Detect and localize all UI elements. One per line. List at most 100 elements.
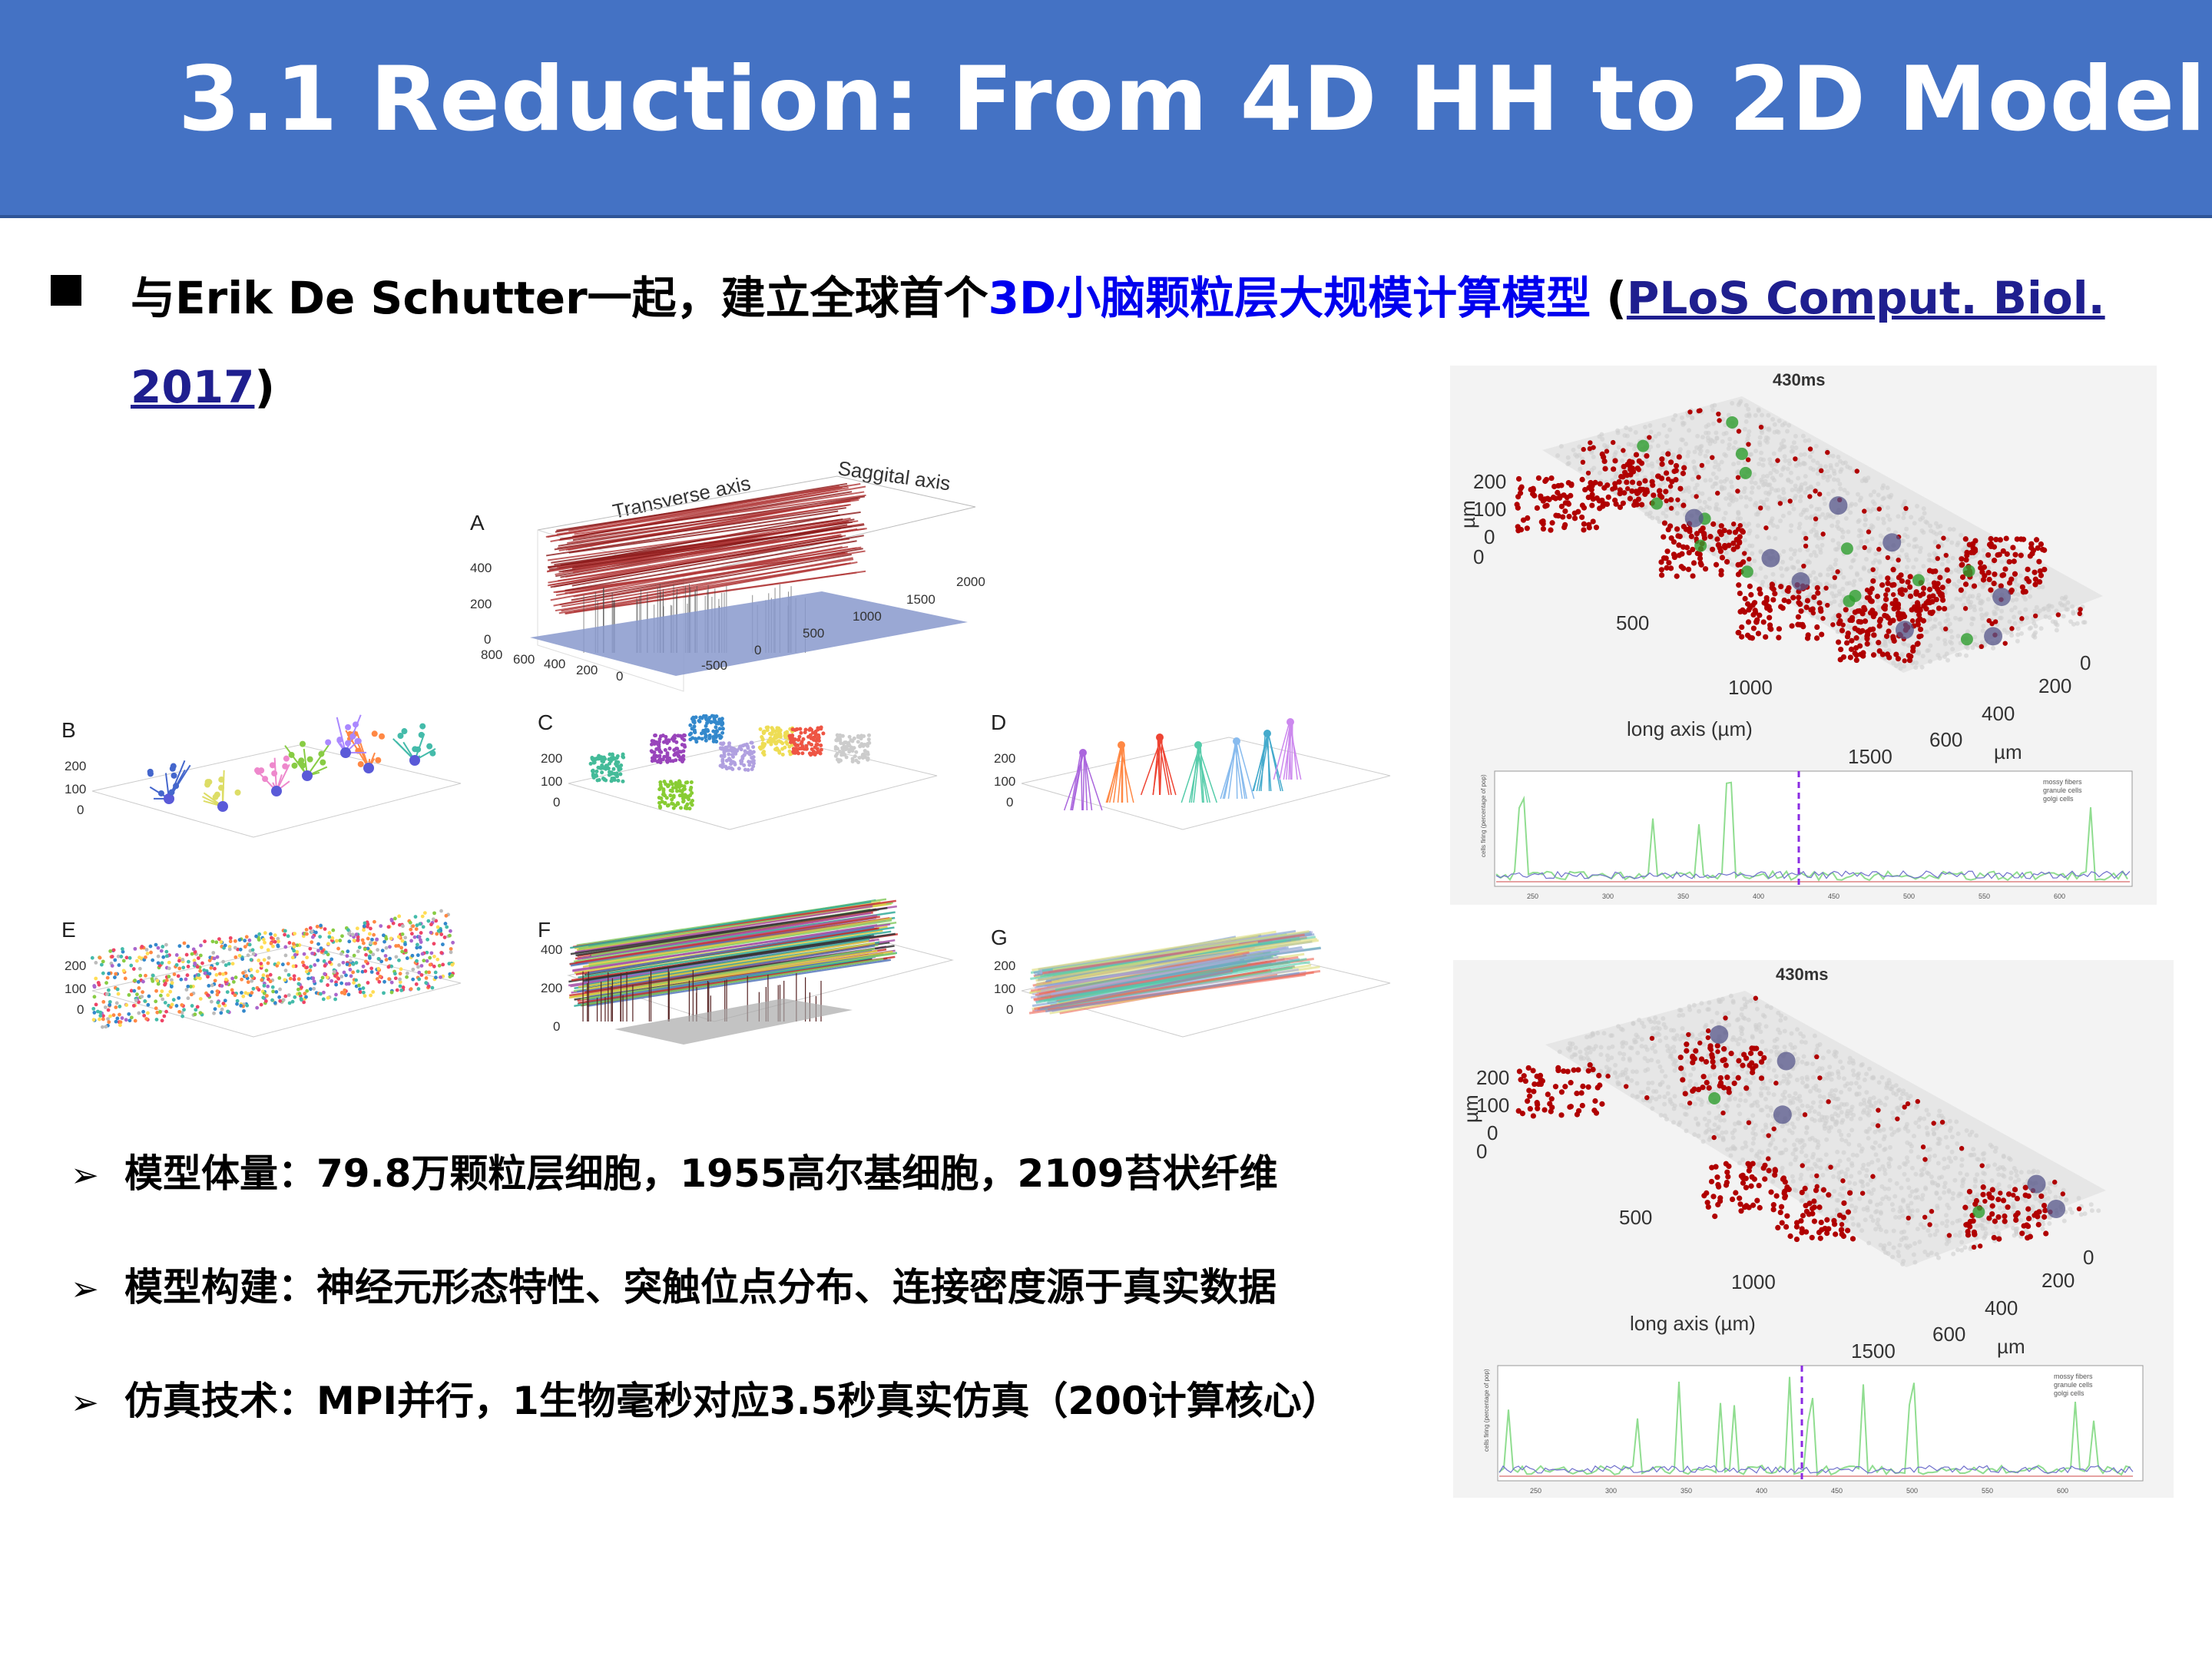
sim-short-tick: 0 [2080, 651, 2091, 674]
g-z-tick: 100 [994, 982, 1015, 996]
panel-c-letter: C [538, 710, 553, 734]
a-y-tick: 500 [803, 626, 824, 641]
g-z-tick: 200 [994, 959, 1015, 973]
raster-xtick: 250 [1530, 1487, 1541, 1495]
sim-long-tick: 1000 [1731, 1270, 1776, 1293]
e-z-tick: 0 [77, 1002, 84, 1017]
b-z-tick: 200 [65, 759, 86, 773]
panel-d: D 200 100 0 [991, 710, 1391, 830]
sim-z-tick: 100 [1473, 498, 1506, 521]
sim-z-tick: 0 [1487, 1121, 1498, 1144]
sim-z-label: µm [1459, 1094, 1482, 1123]
raster-xtick: 400 [1756, 1487, 1767, 1495]
spike-dots [1514, 399, 2088, 671]
raster-xtick: 500 [1906, 1487, 1918, 1495]
lead-suffix: ) [254, 361, 275, 413]
legend-granule: granule cells [2043, 786, 2082, 794]
panel-a: A Transverse axis Saggital axis 400 200 … [470, 456, 985, 692]
d-z-tick: 0 [1006, 795, 1013, 810]
sim-long-tick: 500 [1616, 611, 1649, 634]
arrow-bullet-icon: ➢ [71, 1156, 99, 1195]
slide-header: 3.1 Reduction: From 4D HH to 2D Model [0, 0, 2212, 218]
c-z-tick: 100 [541, 774, 562, 789]
dendrite-cones [1063, 718, 1302, 811]
sim-short-tick: 400 [1985, 1296, 2018, 1320]
raster-xtick: 550 [1979, 892, 1990, 900]
arrow-bullet-icon: ➢ [71, 1383, 99, 1422]
a-x-tick: 0 [616, 669, 623, 684]
panel-c: C 200 100 0 [538, 710, 938, 830]
sim-long-tick: 1500 [1848, 745, 1892, 768]
panel-b-letter: B [61, 718, 76, 742]
panel-f: F 400 200 0 [538, 898, 954, 1045]
a-x-tick: 600 [513, 652, 535, 667]
sim-panel-2: 430ms 200 100 0 0 µm 500 1000 1500 long … [1453, 960, 2174, 1498]
b-z-tick: 0 [77, 803, 84, 817]
lead-space: ( [1591, 272, 1627, 324]
sub-bullet-item: ➢ 仿真技术：MPI并行，1生物毫秒对应3.5秒真实仿真（200计算核心） [71, 1370, 1340, 1426]
spike-dots [1515, 993, 2101, 1267]
legend-golgi: golgi cells [2054, 1389, 2085, 1397]
panel-e: E 200 100 0 [61, 909, 462, 1038]
a-y-tick: 1000 [853, 609, 882, 624]
panel-f-letter: F [538, 918, 551, 942]
granule-cells-scatter [90, 909, 455, 1029]
sub-bullet-item: ➢ 模型体量：79.8万颗粒层细胞，1955高尔基细胞，2109苔状纤维 [71, 1143, 1278, 1198]
raster-xtick: 300 [1605, 1487, 1617, 1495]
sim-long-tick: 1000 [1728, 676, 1773, 699]
panel-g: G 200 100 0 [991, 926, 1391, 1038]
sim-short-tick: 0 [2083, 1246, 2094, 1269]
sim-long-label: long axis (µm) [1627, 717, 1753, 740]
a-x-tick: 800 [481, 647, 502, 662]
raster-xtick: 350 [1681, 1487, 1692, 1495]
sim-z-tick: 100 [1476, 1094, 1509, 1117]
raster-ylabel: cells firing (percentage of pop) [1483, 1369, 1490, 1452]
f-z-tick: 200 [541, 981, 562, 995]
citation-link[interactable]: PLoS Comput. Biol. 2017 [131, 272, 2105, 413]
raster-ylabel: cells firing (percentage of pop) [1480, 774, 1487, 857]
panel-b: B 200 100 0 [61, 714, 462, 838]
square-bullet-icon [51, 275, 81, 306]
f-z-tick: 400 [541, 942, 562, 957]
sub-bullet-label: 模型构建：神经元形态特性、突触位点分布、连接密度源于真实数据 [124, 1265, 1277, 1310]
panel-g-letter: G [991, 926, 1008, 949]
sim-short-tick: 600 [1929, 728, 1962, 751]
a-y-tick: -500 [701, 658, 727, 673]
a-x-tick: 400 [544, 657, 565, 671]
legend-golgi: golgi cells [2043, 795, 2074, 803]
sim-z-tick: 200 [1473, 470, 1506, 493]
legend-granule: granule cells [2054, 1381, 2093, 1389]
raster-xtick: 300 [1602, 892, 1614, 900]
a-z-tick: 400 [470, 561, 492, 575]
lead-text: 与Erik De Schutter一起，建立全球首个3D小脑颗粒层大规模计算模型… [131, 253, 2212, 432]
arrow-bullet-icon: ➢ [71, 1270, 99, 1309]
raster-xtick: 450 [1831, 1487, 1843, 1495]
sim-short-tick: 600 [1932, 1323, 1965, 1346]
sub-bullet-item: ➢ 模型构建：神经元形态特性、突触位点分布、连接密度源于真实数据 [71, 1257, 1277, 1312]
g-z-tick: 0 [1006, 1002, 1013, 1017]
sim-short-label: µm [1994, 740, 2022, 763]
sim-panel-1-svg: 430ms 200 100 0 0 µm 500 1000 1500 long … [1456, 370, 2133, 900]
sim-short-tick: 200 [2038, 674, 2071, 697]
raster-xtick: 500 [1903, 892, 1915, 900]
model-figure: A Transverse axis Saggital axis 400 200 … [61, 456, 1391, 1045]
raster-plot [1495, 781, 2131, 882]
a-y-tick: 0 [754, 643, 761, 657]
b-z-tick: 100 [65, 782, 86, 796]
d-z-tick: 200 [994, 751, 1015, 766]
legend-mossy: mossy fibers [2054, 1373, 2093, 1380]
raster-xtick: 600 [2054, 892, 2065, 900]
raster-xtick: 550 [1982, 1487, 1993, 1495]
c-z-tick: 200 [541, 751, 562, 766]
sim-panel-1: 430ms 200 100 0 0 µm 500 1000 1500 long … [1450, 366, 2157, 905]
a-x-tick: 200 [576, 663, 598, 677]
sim-z-tick: 0 [1484, 525, 1495, 548]
sub-bullet-label: 模型体量：79.8万颗粒层细胞，1955高尔基细胞，2109苔状纤维 [124, 1151, 1278, 1196]
e-z-tick: 100 [65, 982, 86, 996]
raster-xtick: 400 [1753, 892, 1764, 900]
a-y-tick: 1500 [906, 592, 935, 607]
a-y-tick: 2000 [956, 575, 985, 589]
panel-d-letter: D [991, 710, 1006, 734]
sim-short-tick: 200 [2041, 1269, 2075, 1292]
sub-bullet-label: 仿真技术：MPI并行，1生物毫秒对应3.5秒真实仿真（200计算核心） [124, 1379, 1340, 1423]
